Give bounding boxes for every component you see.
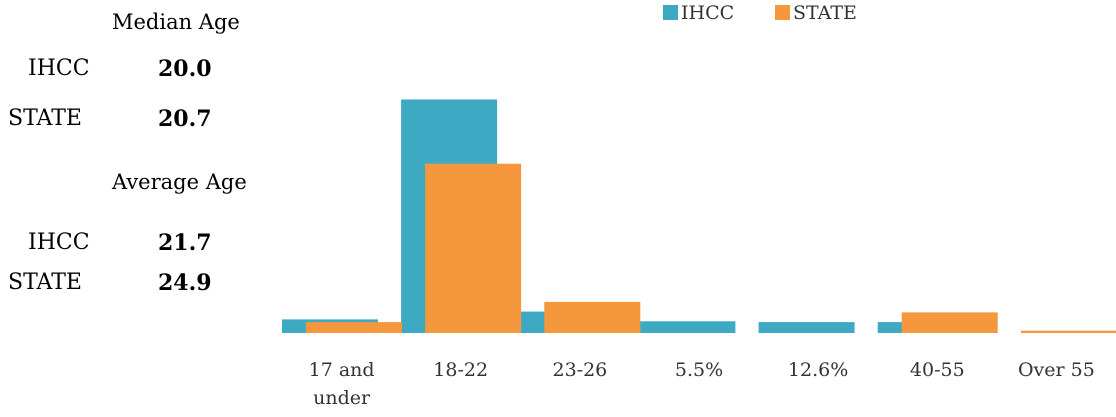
median-ihcc-label: IHCC	[28, 56, 90, 81]
bar-state-6	[1020, 330, 1116, 333]
x-tick-label: 23-26	[553, 359, 608, 381]
x-tick-label: 18-22	[433, 359, 488, 381]
x-tick-label: Over 55	[1018, 359, 1095, 381]
legend-swatch-state	[775, 5, 790, 20]
average-state-value: 24.9	[158, 270, 212, 296]
average-state-label: STATE	[8, 270, 82, 295]
chart-x-ticks: 17 and under 18-22 23-26 5.5% 12.6% 40-55 Over …	[309, 359, 1095, 409]
bar-state-0	[306, 322, 402, 333]
bar-ihcc-3	[639, 321, 736, 333]
chart-legend: IHCC STATE	[663, 2, 857, 24]
x-tick-label: 17 and under	[309, 359, 375, 409]
x-tick-label: 5.5%	[675, 359, 723, 381]
bar-state-1	[425, 163, 522, 333]
x-tick-label: 12.6%	[788, 359, 848, 381]
median-state-label: STATE	[8, 106, 82, 131]
bar-state-2	[544, 301, 641, 333]
chart-bars	[282, 99, 1116, 333]
average-ihcc-label: IHCC	[28, 230, 90, 255]
median-state-value: 20.7	[158, 106, 212, 132]
x-tick-label: 40-55	[910, 359, 965, 381]
legend-label-ihcc: IHCC	[681, 2, 734, 24]
median-ihcc-value: 20.0	[158, 56, 212, 82]
legend-swatch-ihcc	[663, 5, 678, 20]
legend-label-state: STATE	[793, 2, 857, 24]
bar-state-5	[901, 312, 998, 333]
average-ihcc-value: 21.7	[158, 230, 212, 256]
median-age-heading: Median Age	[112, 10, 240, 34]
bar-ihcc-4	[758, 322, 855, 333]
average-age-heading: Average Age	[112, 170, 247, 194]
